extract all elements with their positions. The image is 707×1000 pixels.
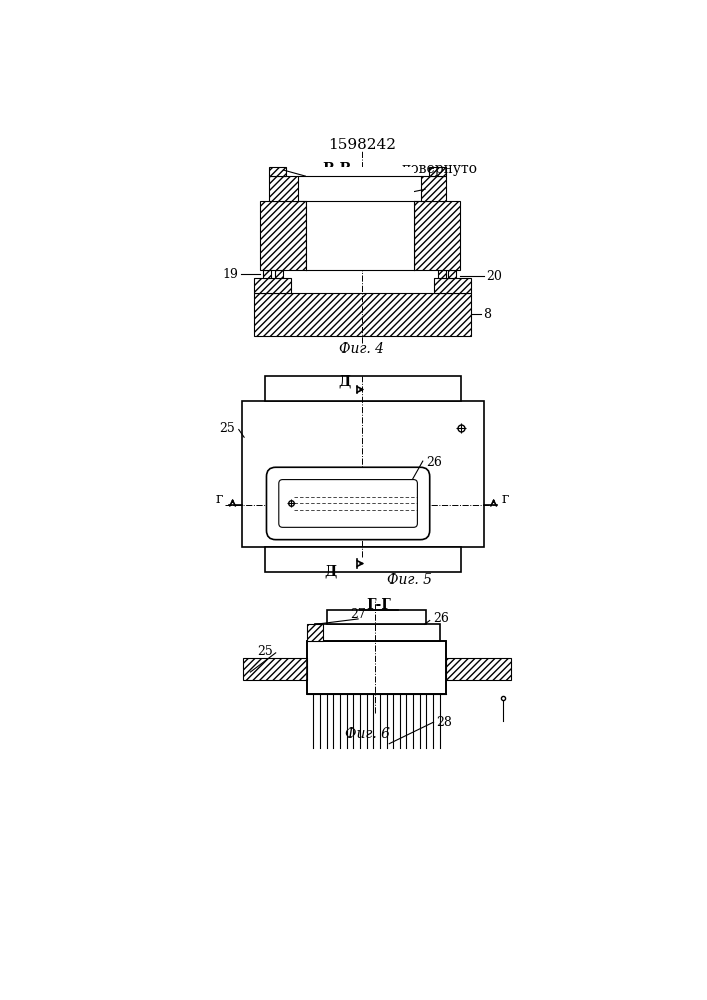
Text: Фиг. 4: Фиг. 4: [339, 342, 385, 356]
Polygon shape: [269, 167, 286, 176]
Text: Фиг. 5: Фиг. 5: [387, 573, 431, 587]
Polygon shape: [254, 293, 472, 336]
Polygon shape: [327, 610, 426, 624]
Polygon shape: [265, 547, 461, 572]
Polygon shape: [429, 167, 446, 176]
FancyBboxPatch shape: [267, 467, 430, 540]
Polygon shape: [434, 278, 472, 293]
Text: 19: 19: [223, 267, 239, 280]
Polygon shape: [264, 270, 271, 278]
Text: 21: 21: [319, 177, 335, 190]
Polygon shape: [308, 624, 322, 641]
Polygon shape: [305, 167, 414, 270]
Text: г: г: [501, 492, 509, 506]
Polygon shape: [265, 376, 461, 401]
Text: 27: 27: [350, 608, 366, 621]
Polygon shape: [242, 401, 484, 547]
Text: 8: 8: [483, 308, 491, 321]
Text: г: г: [216, 492, 223, 506]
Polygon shape: [446, 658, 510, 680]
Polygon shape: [243, 658, 308, 680]
Polygon shape: [308, 641, 446, 694]
Text: 22: 22: [379, 192, 395, 205]
Polygon shape: [421, 176, 446, 201]
Text: 26: 26: [426, 456, 442, 469]
Text: 1598242: 1598242: [328, 138, 396, 152]
Text: Фиг. 6: Фиг. 6: [345, 727, 390, 741]
FancyBboxPatch shape: [279, 480, 417, 527]
Text: Д: Д: [325, 565, 337, 579]
Polygon shape: [308, 642, 445, 693]
Polygon shape: [315, 624, 440, 641]
Polygon shape: [438, 270, 446, 278]
Polygon shape: [254, 278, 291, 293]
Polygon shape: [275, 270, 283, 278]
Polygon shape: [414, 201, 460, 270]
Text: 26: 26: [433, 612, 449, 625]
Text: повернуто: повернуто: [402, 162, 477, 176]
Text: 25: 25: [219, 422, 235, 434]
Text: 20: 20: [486, 270, 502, 283]
Text: 28: 28: [437, 716, 452, 729]
Text: В-В: В-В: [322, 162, 352, 176]
Polygon shape: [448, 270, 456, 278]
Text: Д: Д: [338, 375, 351, 389]
Polygon shape: [269, 176, 298, 201]
Polygon shape: [259, 201, 305, 270]
Text: 25: 25: [257, 645, 273, 658]
Text: Г-Г: Г-Г: [366, 598, 391, 612]
